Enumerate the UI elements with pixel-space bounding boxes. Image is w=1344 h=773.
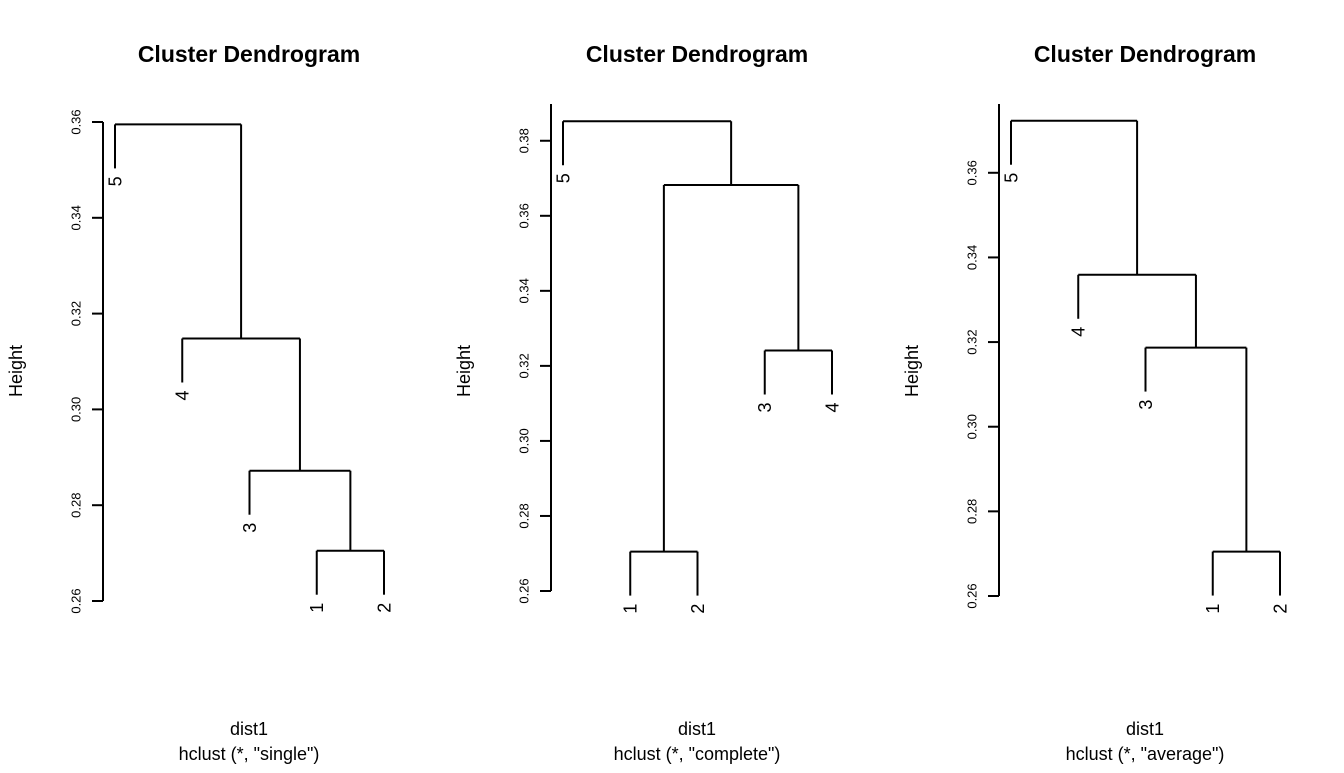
y-tick-label: 0.30 (69, 397, 84, 422)
leaf-label: 1 (621, 604, 641, 614)
leaf-label: 4 (173, 391, 193, 401)
method-sublabel: hclust (*, "single") (179, 744, 320, 764)
y-tick-label: 0.28 (69, 493, 84, 518)
y-tick-label: 0.34 (517, 278, 532, 303)
leaf-label: 2 (688, 604, 708, 614)
leaf-label: 3 (1136, 400, 1156, 410)
y-tick-label: 0.30 (965, 414, 980, 439)
leaf-label: 4 (822, 402, 842, 412)
y-tick-label: 0.34 (965, 245, 980, 270)
chart-title: Cluster Dendrogram (586, 41, 808, 67)
y-tick-label: 0.36 (965, 160, 980, 185)
leaf-label: 3 (240, 523, 260, 533)
leaf-label: 2 (374, 603, 394, 613)
y-tick-label: 0.38 (517, 128, 532, 153)
y-tick-label: 0.34 (69, 205, 84, 230)
y-tick-label: 0.26 (517, 578, 532, 603)
leaf-label: 1 (307, 603, 327, 613)
dendrogram-panel-3: Cluster Dendrogram Height 0.26 0.28 0.30 0.32… (902, 41, 1290, 764)
y-axis-label: Height (6, 345, 26, 397)
leaf-label: 5 (553, 173, 573, 183)
leaf-label: 5 (1001, 173, 1021, 183)
method-sublabel: hclust (*, "complete") (614, 744, 781, 764)
y-tick-label: 0.32 (965, 329, 980, 354)
y-tick-label: 0.36 (69, 109, 84, 134)
dendrogram-panel-1: Cluster Dendrogram Height 0.26 0.28 0.30 0.32… (6, 41, 394, 764)
method-sublabel: hclust (*, "average") (1066, 744, 1225, 764)
y-tick-label: 0.36 (517, 203, 532, 228)
leaf-label: 1 (1203, 604, 1223, 614)
y-tick-label: 0.26 (69, 588, 84, 613)
dendrogram-panel-2: Cluster Dendrogram Height 0.26 0.28 0.30 0.32… (454, 41, 842, 764)
leaf-label: 5 (105, 176, 125, 186)
y-tick-label: 0.32 (69, 301, 84, 326)
chart-title: Cluster Dendrogram (138, 41, 360, 67)
y-tick-label: 0.26 (965, 583, 980, 608)
x-axis-label: dist1 (230, 719, 268, 739)
leaf-label: 4 (1069, 327, 1089, 337)
y-axis-label: Height (902, 345, 922, 397)
x-axis-label: dist1 (1126, 719, 1164, 739)
y-axis-label: Height (454, 345, 474, 397)
y-tick-label: 0.28 (965, 499, 980, 524)
y-tick-label: 0.32 (517, 353, 532, 378)
x-axis-label: dist1 (678, 719, 716, 739)
chart-title: Cluster Dendrogram (1034, 41, 1256, 67)
leaf-label: 3 (755, 402, 775, 412)
leaf-label: 2 (1270, 604, 1290, 614)
y-tick-label: 0.30 (517, 428, 532, 453)
y-tick-label: 0.28 (517, 503, 532, 528)
